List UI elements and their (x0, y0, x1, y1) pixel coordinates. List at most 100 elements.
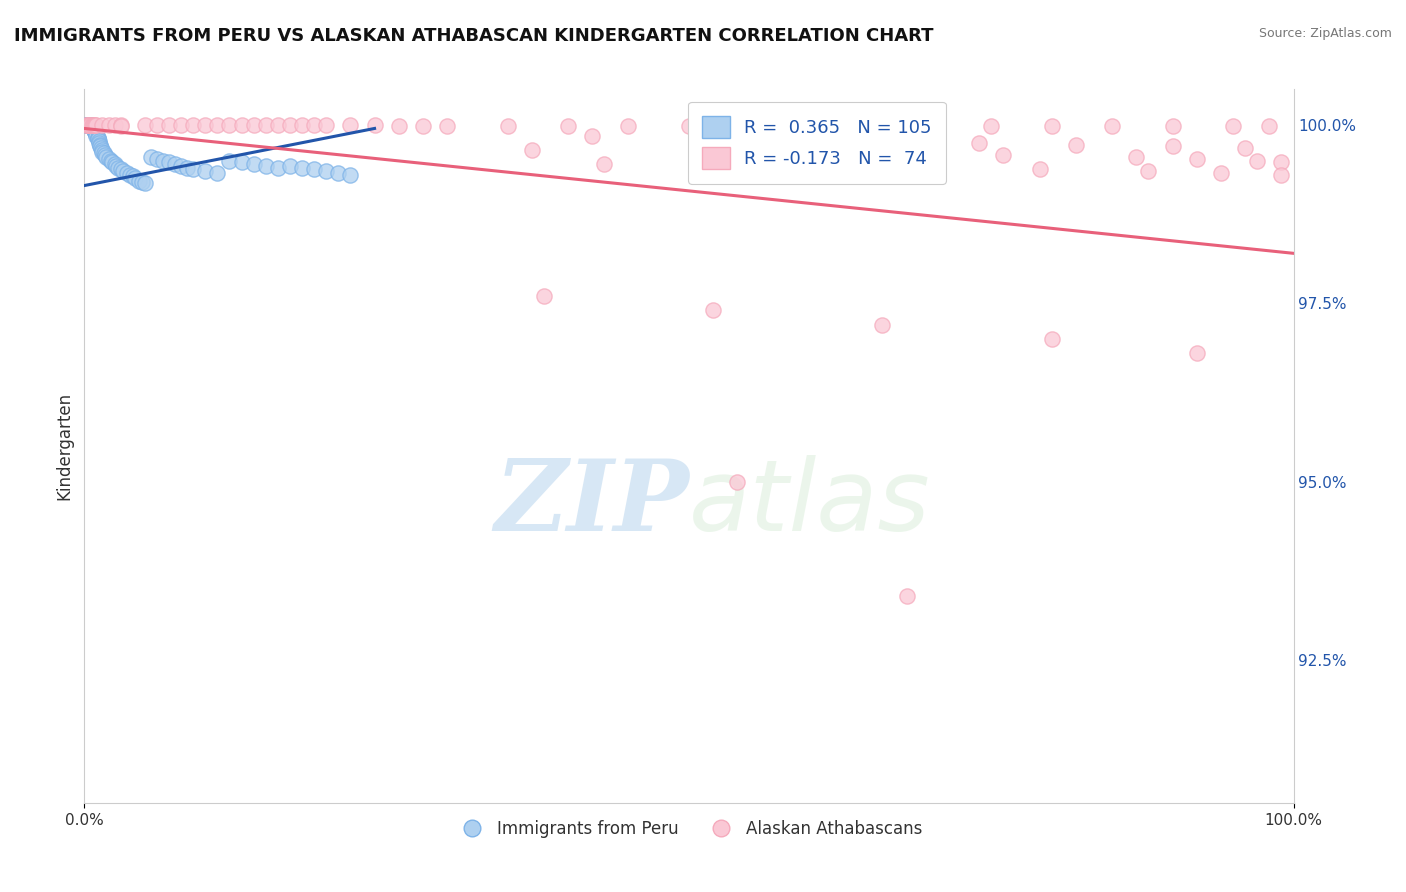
Text: Source: ZipAtlas.com: Source: ZipAtlas.com (1258, 27, 1392, 40)
Point (146, 152, 169, 166)
Point (97, 152, 120, 166)
Point (176, 161, 198, 175)
Point (86, 132, 108, 146)
Point (496, 120, 519, 134)
Point (86, 128, 108, 143)
Point (84, 125, 107, 139)
Point (859, 146, 882, 161)
Point (77, 118, 100, 132)
Point (77, 118, 100, 132)
Point (79, 118, 101, 132)
Point (702, 130, 724, 145)
Point (1234, 141, 1257, 155)
Point (896, 589, 918, 603)
Point (110, 120, 132, 134)
Point (77, 118, 100, 132)
Point (115, 166, 138, 180)
Text: ZIP: ZIP (494, 455, 689, 551)
Point (242, 157, 264, 171)
Point (77, 118, 100, 132)
Point (75, 118, 97, 132)
Point (76, 118, 98, 132)
Point (267, 118, 290, 132)
Point (94, 150, 117, 164)
Point (86, 127, 108, 141)
Point (1185, 152, 1208, 166)
Point (77, 118, 100, 132)
Point (112, 164, 135, 178)
Point (110, 118, 132, 132)
Point (181, 162, 204, 177)
Point (79, 118, 101, 132)
Point (1161, 139, 1184, 153)
Y-axis label: Kindergarten: Kindergarten (55, 392, 73, 500)
Point (97, 118, 120, 132)
Point (170, 159, 193, 173)
Point (82, 121, 104, 136)
Point (738, 159, 761, 173)
Point (120, 168, 142, 182)
Point (157, 155, 180, 169)
Point (86, 127, 108, 141)
Point (77, 118, 100, 132)
Point (139, 150, 162, 164)
Point (76, 118, 98, 132)
Point (194, 118, 217, 132)
Point (152, 153, 174, 168)
Point (100, 153, 122, 168)
Point (82, 121, 104, 136)
Text: atlas: atlas (689, 455, 931, 551)
Point (77, 118, 100, 132)
Point (104, 157, 127, 171)
Point (1040, 332, 1063, 346)
Point (107, 161, 129, 175)
Point (80, 120, 103, 134)
Point (1222, 120, 1244, 134)
Point (80, 120, 103, 134)
Point (82, 120, 104, 134)
Point (77, 118, 100, 132)
Point (242, 118, 264, 132)
Point (896, 134, 918, 148)
Point (83, 121, 105, 136)
Point (218, 118, 240, 132)
Point (1064, 137, 1087, 152)
Legend: Immigrants from Peru, Alaskan Athabascans: Immigrants from Peru, Alaskan Athabascan… (449, 814, 929, 845)
Point (207, 166, 229, 180)
Point (617, 120, 640, 134)
Point (1246, 153, 1268, 168)
Point (86, 130, 108, 145)
Point (91, 143, 114, 157)
Point (83, 123, 105, 137)
Point (388, 120, 411, 134)
Text: IMMIGRANTS FROM PERU VS ALASKAN ATHABASCAN KINDERGARTEN CORRELATION CHART: IMMIGRANTS FROM PERU VS ALASKAN ATHABASC… (14, 27, 934, 45)
Point (581, 128, 603, 143)
Point (291, 161, 314, 175)
Point (91, 145, 114, 159)
Point (1270, 168, 1292, 182)
Point (77, 118, 100, 132)
Point (84, 125, 107, 139)
Point (1258, 120, 1281, 134)
Point (291, 118, 314, 132)
Point (76, 118, 98, 132)
Point (207, 118, 229, 132)
Point (77, 118, 100, 132)
Point (194, 164, 217, 178)
Point (967, 136, 990, 150)
Point (79, 120, 101, 134)
Point (218, 153, 240, 168)
Point (104, 159, 127, 173)
Point (1137, 164, 1160, 178)
Point (90, 141, 112, 155)
Point (77, 118, 100, 132)
Point (823, 132, 845, 146)
Point (110, 162, 132, 177)
Point (101, 155, 124, 169)
Point (1028, 162, 1050, 177)
Point (79, 118, 101, 132)
Point (134, 177, 156, 191)
Point (799, 120, 821, 134)
Point (1161, 120, 1184, 134)
Point (593, 157, 616, 171)
